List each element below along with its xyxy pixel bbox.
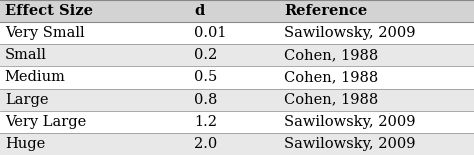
Text: 0.01: 0.01 [194, 26, 227, 40]
Text: Reference: Reference [284, 4, 368, 18]
Bar [0, 22, 474, 44]
Text: Very Large: Very Large [5, 115, 86, 129]
Text: Large: Large [5, 93, 48, 107]
Text: Huge: Huge [5, 137, 45, 151]
Text: 0.5: 0.5 [194, 71, 218, 84]
Bar [0, 0, 474, 22]
Text: 1.2: 1.2 [194, 115, 218, 129]
Text: Sawilowsky, 2009: Sawilowsky, 2009 [284, 137, 416, 151]
Bar [0, 89, 474, 111]
Text: Cohen, 1988: Cohen, 1988 [284, 71, 379, 84]
Text: Cohen, 1988: Cohen, 1988 [284, 48, 379, 62]
Text: Medium: Medium [5, 71, 65, 84]
Bar [0, 44, 474, 66]
Bar [0, 66, 474, 89]
Text: Effect Size: Effect Size [5, 4, 93, 18]
Text: Small: Small [5, 48, 46, 62]
Text: d: d [194, 4, 205, 18]
Text: 0.2: 0.2 [194, 48, 218, 62]
Bar [0, 111, 474, 133]
Text: Sawilowsky, 2009: Sawilowsky, 2009 [284, 26, 416, 40]
Text: Cohen, 1988: Cohen, 1988 [284, 93, 379, 107]
Text: Sawilowsky, 2009: Sawilowsky, 2009 [284, 115, 416, 129]
Text: 2.0: 2.0 [194, 137, 218, 151]
Text: 0.8: 0.8 [194, 93, 218, 107]
Bar [0, 133, 474, 155]
Text: Very Small: Very Small [5, 26, 84, 40]
